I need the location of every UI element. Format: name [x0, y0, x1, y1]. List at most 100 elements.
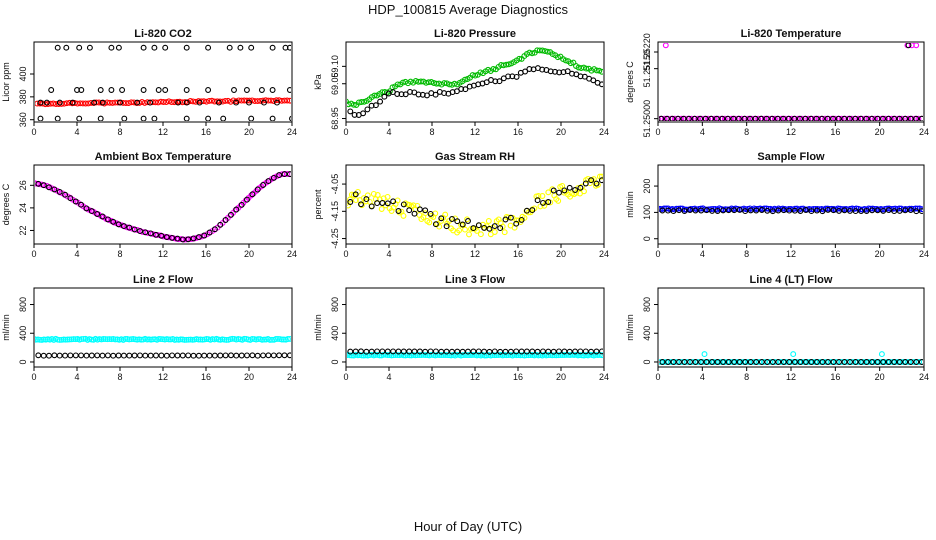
data-point-yellow [598, 173, 603, 180]
data-point-black [169, 234, 176, 241]
data-point-cyan [565, 351, 572, 358]
data-point-black-bottom [121, 115, 128, 121]
data-point-green [516, 55, 523, 62]
data-point-black [577, 348, 584, 355]
data-point-black [769, 208, 776, 215]
data-point-magenta-base [671, 115, 678, 121]
data-point-black [179, 236, 186, 243]
x-tick-label: 0 [655, 372, 660, 382]
data-point-cyan [261, 336, 268, 343]
data-point-black [513, 73, 520, 80]
data-point-magenta-base [738, 115, 745, 121]
data-point-black [40, 352, 47, 359]
data-point-black [395, 208, 402, 214]
y-tick-label: 0 [642, 359, 652, 364]
data-point-magenta-base [711, 115, 718, 121]
data-point-black [390, 198, 397, 205]
data-point-yellow [352, 197, 359, 204]
data-point-yellow [466, 231, 472, 238]
data-point-black [582, 180, 589, 187]
x-tick-label: 0 [31, 372, 36, 382]
data-point-black [62, 191, 69, 198]
data-point-black [769, 359, 776, 365]
data-point-cyan [223, 336, 230, 343]
data-point-black [577, 184, 584, 191]
data-point-black [470, 348, 477, 355]
data-point-black [561, 187, 568, 194]
data-point-black [918, 359, 923, 365]
data-point-magenta-base [865, 115, 872, 121]
data-point-black-low [69, 99, 76, 106]
data-point-cyan [513, 352, 520, 359]
data-point-black [390, 348, 397, 355]
plot-frame [657, 41, 925, 123]
y-tick-label: 51.25000 [642, 100, 652, 138]
data-point-black [698, 359, 705, 365]
data-point-black-low [147, 99, 154, 106]
data-point-black-base [852, 115, 859, 121]
data-point-black [736, 359, 743, 365]
data-point-black [459, 221, 466, 228]
data-point-black [852, 208, 859, 215]
data-point-black [201, 232, 208, 239]
data-point-cyan [555, 352, 562, 359]
data-point-black [676, 207, 682, 214]
x-tick-label: 0 [31, 127, 36, 137]
data-point-black [830, 207, 837, 214]
data-point-black-mid [205, 87, 212, 93]
data-point-cyan [788, 359, 795, 365]
data-point-black-base [747, 115, 753, 121]
data-point-cyan [668, 359, 675, 365]
x-tick-label: 24 [287, 372, 297, 382]
data-point-black [681, 359, 688, 365]
data-point-black-base [702, 115, 709, 121]
data-point-black [513, 220, 520, 227]
data-point-cyan [854, 359, 861, 365]
data-point-black [670, 208, 677, 215]
y-axis-label: ml/min [625, 314, 635, 341]
data-point-black [67, 195, 74, 202]
data-point-red [82, 100, 89, 107]
data-point-red [273, 97, 280, 104]
data-point-yellow [573, 189, 580, 196]
data-point-black [78, 352, 85, 359]
data-point-black [458, 86, 465, 92]
data-point-black [496, 78, 503, 85]
y-axis-label: degrees C [625, 61, 635, 103]
data-point-red [55, 101, 62, 107]
data-point-black [163, 234, 170, 241]
data-point-black [481, 224, 488, 231]
data-point-green [562, 57, 569, 64]
data-point-black [72, 352, 79, 359]
data-point-yellow [456, 227, 463, 234]
x-tick-label: 0 [343, 372, 348, 382]
data-point-black [731, 207, 738, 214]
data-point-black [78, 201, 85, 208]
data-point-black [491, 348, 498, 355]
data-point-black-mid [269, 87, 276, 93]
data-point-cyan [384, 352, 391, 359]
data-point-magenta-base [688, 115, 695, 121]
data-point-black-base [663, 115, 670, 121]
chart-panel-9: Line 4 (LT) Flow ml/min 0 4 8 12 16 20 24 0 400 800 [625, 274, 929, 382]
data-point-cyan [372, 351, 379, 358]
data-point-black [913, 208, 920, 215]
data-point-green [394, 81, 401, 88]
data-point-black-top [63, 44, 70, 51]
data-point-black [780, 359, 787, 365]
data-point-black [454, 218, 461, 225]
data-point-red [128, 99, 135, 106]
data-point-black [281, 171, 288, 178]
data-point-cyan [284, 336, 291, 342]
y-tick-label: 100 [642, 205, 652, 220]
data-point-cyan [35, 336, 37, 342]
data-point-red [270, 98, 277, 104]
data-point-black [742, 208, 749, 215]
data-point-red [206, 97, 213, 104]
data-point-red [165, 98, 172, 105]
data-point-cyan [390, 352, 397, 359]
data-point-green [542, 48, 548, 55]
data-point-black [104, 216, 111, 223]
data-point-magenta-base [728, 115, 735, 121]
data-point-black-top [905, 43, 912, 49]
